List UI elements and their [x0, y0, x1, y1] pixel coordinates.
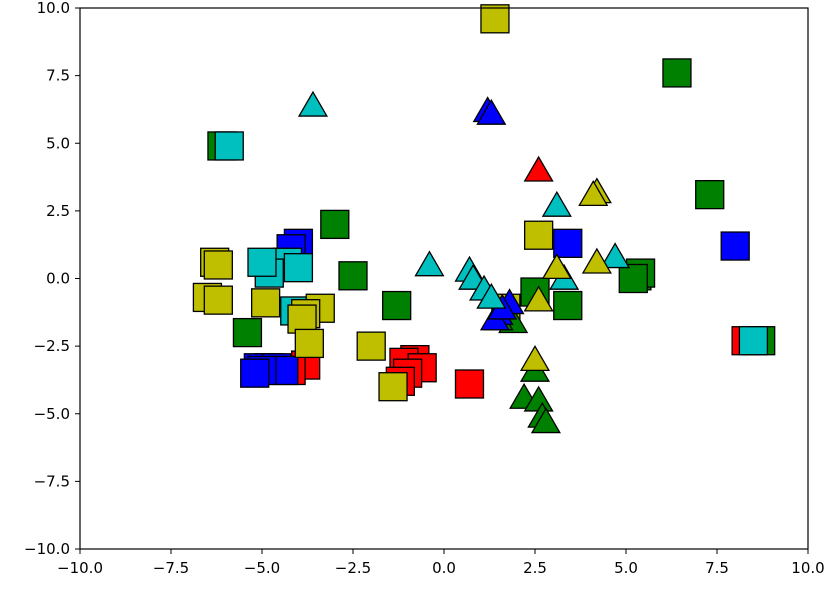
cyan-square-point [247, 247, 277, 277]
green-square-point [662, 58, 692, 88]
axes: −10.0 −7.5 −5.0 −2.5 0.0 2.5 5.0 7.5 10.0 −10.0 −7… [24, 0, 825, 577]
x-tick-label: −7.5 [153, 559, 189, 577]
yellow-square-point [250, 288, 281, 318]
y-tick-label: 0.0 [46, 270, 70, 288]
cyan-triangle-point [541, 190, 572, 217]
y-tick-label: −5.0 [34, 405, 70, 423]
green-square-point [338, 261, 368, 291]
x-tick-label: −10.0 [57, 559, 103, 577]
y-tick-label: 10.0 [37, 0, 70, 17]
yellow-square-point [203, 250, 233, 280]
cyan-triangle-point [414, 250, 445, 277]
green-square-point [320, 209, 350, 240]
yellow-triangle-point [519, 345, 551, 372]
green-square-point [382, 290, 412, 321]
yellow-triangle-point [581, 247, 612, 274]
red-triangle-point [523, 155, 554, 182]
blue-triangle-point [476, 98, 507, 125]
cyan-triangle-point [600, 242, 631, 269]
yellow-square-point [480, 4, 510, 34]
yellow-triangle-point [523, 285, 554, 312]
x-tick-label: 10.0 [791, 559, 824, 577]
blue-square-point [240, 358, 270, 388]
x-tick-label: −5.0 [244, 559, 280, 577]
green-triangle-point [530, 407, 561, 434]
y-tick-label: −2.5 [34, 337, 70, 355]
y-tick-label: 7.5 [46, 67, 70, 85]
data-marks [192, 4, 776, 434]
green-square-point [618, 263, 648, 294]
blue-square-point [720, 231, 750, 261]
yellow-square-point [203, 285, 233, 315]
x-tick-label: −2.5 [335, 559, 371, 577]
x-tick-label: 0.0 [432, 559, 456, 577]
cyan-square-point [214, 131, 244, 161]
cyan-triangle-point [297, 90, 329, 117]
yellow-triangle-point [578, 180, 609, 207]
cyan-square-point [738, 326, 769, 356]
yellow-square-point [294, 328, 324, 359]
cyan-triangle-point [476, 282, 507, 309]
y-tick-label: −7.5 [34, 472, 70, 490]
green-square-point [232, 317, 263, 348]
blue-square-point [553, 228, 583, 258]
yellow-triangle-point [541, 253, 572, 280]
yellow-square-point [523, 220, 554, 250]
yellow-square-point [378, 372, 408, 402]
y-tick-label: 5.0 [46, 134, 70, 152]
yellow-square-point [356, 331, 386, 361]
x-tick-label: 2.5 [523, 559, 547, 577]
y-tick-label: −10.0 [24, 540, 70, 558]
cyan-square-point [283, 253, 314, 283]
x-tick-label: 5.0 [614, 559, 638, 577]
yellow-square-point [287, 304, 317, 334]
x-tick-label: 7.5 [705, 559, 729, 577]
y-tick-label: 2.5 [46, 202, 70, 220]
red-square-point [454, 369, 485, 399]
green-square-point [553, 290, 583, 321]
green-square-point [695, 179, 725, 210]
